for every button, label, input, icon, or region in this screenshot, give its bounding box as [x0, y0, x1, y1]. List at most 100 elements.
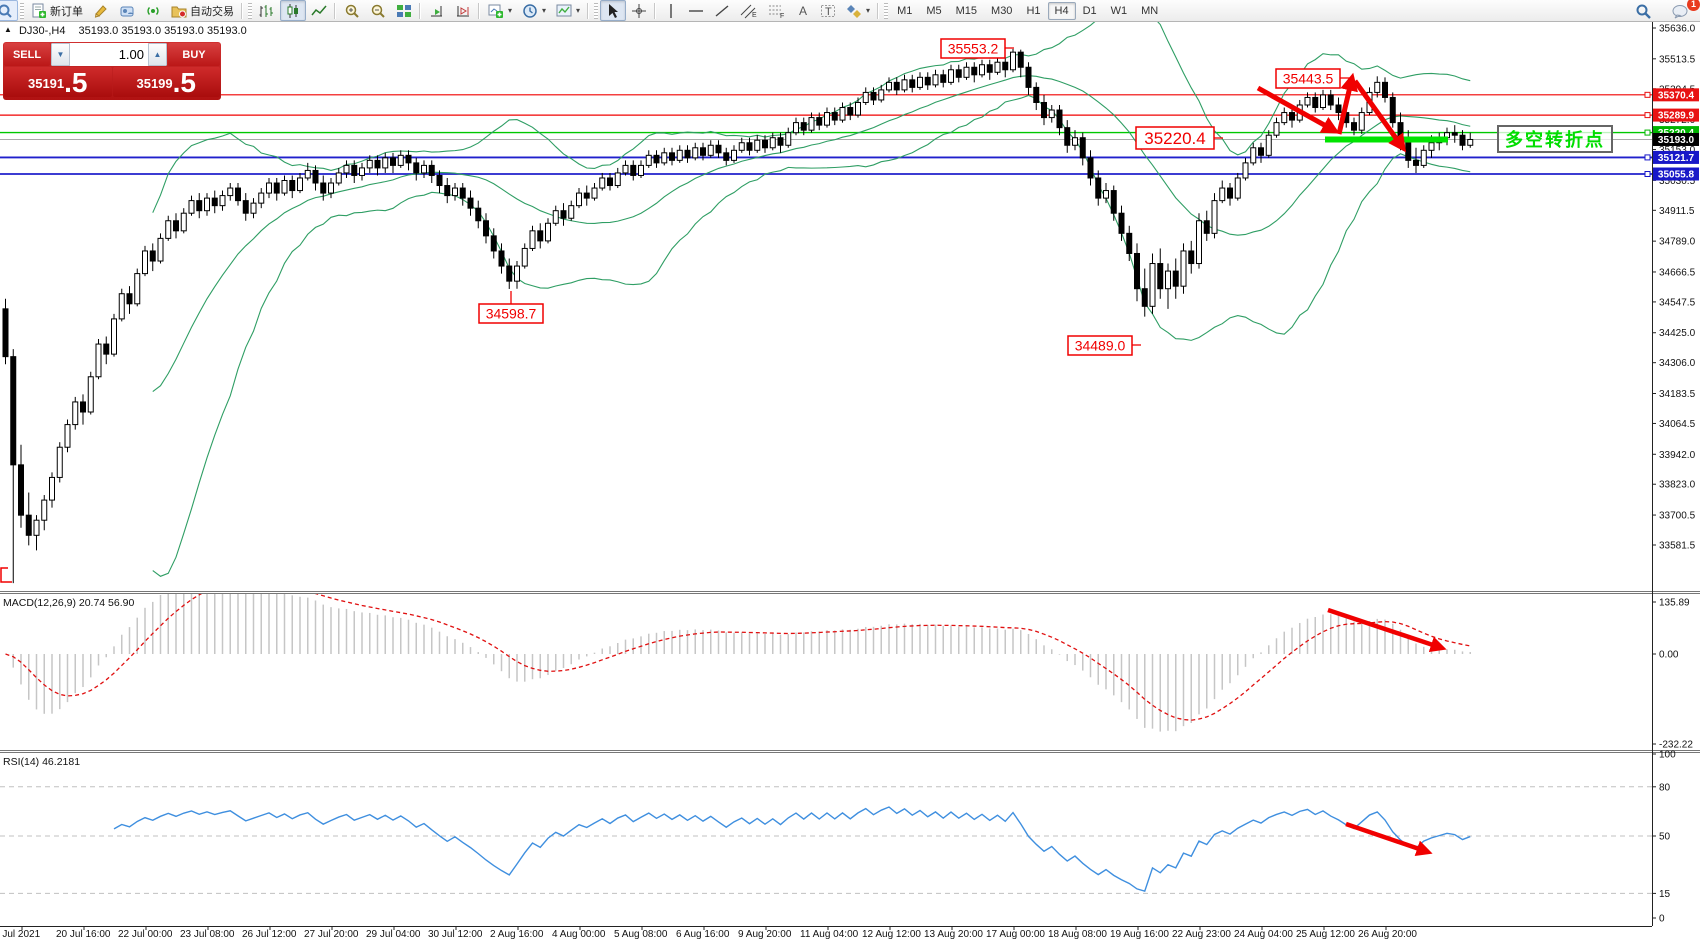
- text-icon[interactable]: A: [791, 0, 815, 21]
- candle: [1056, 109, 1063, 129]
- new-order-button[interactable]: 新订单: [26, 0, 88, 21]
- trend-arrow-1[interactable]: [1256, 85, 1340, 134]
- rsi-pane[interactable]: [0, 786, 1652, 894]
- candle: [638, 164, 644, 176]
- timeframe-MN[interactable]: MN: [1141, 4, 1159, 17]
- chart-shift-icon[interactable]: [450, 0, 476, 21]
- rsi-scale-label: 15: [1659, 889, 1671, 900]
- price-badge: [1653, 150, 1699, 164]
- buy-price[interactable]: 35199 .5: [112, 67, 220, 97]
- candle: [1234, 177, 1241, 199]
- volume-decrease-button[interactable]: ▼: [51, 43, 70, 66]
- timeframes-group: M1 M5 M15 M30 H1 H4 D1 W1 MN: [890, 0, 1165, 21]
- candle: [1157, 263, 1164, 290]
- market-watch-icon[interactable]: [0, 0, 18, 21]
- candle: [258, 192, 265, 204]
- candle: [126, 293, 133, 305]
- auto-scroll-icon[interactable]: [424, 0, 450, 21]
- notifications-icon[interactable]: 1: [1667, 0, 1700, 22]
- line-anchor-square: [1644, 91, 1651, 98]
- price-label-box[interactable]: [478, 303, 544, 324]
- rsi-trend-arrow[interactable]: [1345, 821, 1433, 857]
- trend-arrow-2[interactable]: [1336, 72, 1358, 135]
- volume-increase-button[interactable]: ▲: [148, 43, 167, 66]
- chart-ohlc-values: 35193.0 35193.0 35193.0 35193.0: [78, 25, 247, 37]
- new-chart-dropdown[interactable]: ▾: [483, 0, 517, 21]
- tile-windows-icon[interactable]: [391, 0, 417, 21]
- zoom-in-icon[interactable]: [339, 0, 365, 21]
- candle: [196, 200, 203, 212]
- templates-dropdown[interactable]: ▾: [551, 0, 585, 21]
- candle: [1141, 288, 1148, 307]
- candle: [622, 164, 629, 174]
- candle: [374, 159, 381, 169]
- crosshair-icon[interactable]: [626, 0, 652, 21]
- timeframe-M30[interactable]: M30: [991, 4, 1013, 17]
- volume-value[interactable]: 1.00: [118, 47, 144, 62]
- time-tick-label: 12 Aug 12:00: [862, 929, 921, 940]
- candle: [1064, 127, 1071, 146]
- fibonacci-icon[interactable]: F: [763, 0, 791, 21]
- bar-chart-icon[interactable]: [254, 0, 280, 21]
- turning-point-text-label[interactable]: 多空转折点: [1497, 125, 1613, 153]
- timeframe-M1[interactable]: M1: [897, 4, 913, 17]
- sell-button[interactable]: SELL: [4, 43, 50, 66]
- timeframe-M5[interactable]: M5: [926, 4, 942, 17]
- candle: [692, 147, 699, 159]
- macd-pane[interactable]: [5, 574, 1471, 732]
- text-label-icon[interactable]: T: [815, 0, 841, 21]
- candle: [1312, 96, 1319, 109]
- candle: [715, 144, 722, 154]
- support-zone-bar[interactable]: [1325, 136, 1448, 143]
- equidistant-channel-icon[interactable]: E: [735, 0, 763, 21]
- candle: [1149, 263, 1156, 307]
- timeframe-M15[interactable]: M15: [955, 4, 978, 17]
- candle: [645, 154, 652, 166]
- horizontal-line-icon[interactable]: [683, 0, 709, 21]
- auto-trading-button[interactable]: 自动交易: [166, 0, 239, 21]
- buy-button[interactable]: BUY: [168, 43, 220, 66]
- price-label-box[interactable]: [1135, 126, 1215, 150]
- vertical-line-icon[interactable]: [659, 0, 683, 21]
- candle: [320, 182, 327, 194]
- candle: [537, 230, 544, 242]
- candlestick-chart-icon[interactable]: [280, 0, 306, 21]
- price-label-box[interactable]: [1067, 335, 1133, 356]
- macd-label: MACD(12,26,9) 20.74 56.90: [3, 597, 134, 609]
- periods-dropdown[interactable]: ▾: [517, 0, 551, 21]
- timeframe-H1[interactable]: H1: [1026, 4, 1041, 17]
- window-collapse-icon[interactable]: ▲: [4, 25, 12, 34]
- candle: [281, 179, 288, 194]
- timeframe-D1[interactable]: D1: [1082, 4, 1097, 17]
- macd-trend-arrow[interactable]: [1327, 607, 1447, 653]
- candle: [1219, 187, 1226, 202]
- candle: [304, 169, 311, 179]
- candle: [940, 74, 947, 83]
- candle: [1211, 200, 1218, 234]
- candle: [351, 164, 358, 176]
- candle: [1165, 270, 1171, 290]
- sell-price[interactable]: 35191 .5: [4, 67, 112, 97]
- signal-icon[interactable]: [140, 0, 166, 21]
- price-pane[interactable]: 35553.2 35443.5 35220.4 34598.7 34489.0: [0, 7, 1652, 584]
- price-tick-label: 34547.5: [1659, 297, 1696, 308]
- highlighter-icon[interactable]: [88, 0, 114, 21]
- timeframe-H4[interactable]: H4: [1047, 1, 1076, 20]
- candle: [335, 172, 342, 184]
- trendline-icon[interactable]: [709, 0, 735, 21]
- candle: [204, 197, 210, 212]
- profile-icon[interactable]: [114, 0, 140, 21]
- cursor-icon[interactable]: [600, 0, 627, 21]
- line-chart-icon[interactable]: [306, 0, 332, 21]
- trend-arrow-3[interactable]: [1352, 79, 1407, 153]
- price-label-box[interactable]: [1275, 68, 1341, 89]
- timeframe-W1[interactable]: W1: [1110, 4, 1128, 17]
- candle: [312, 169, 319, 184]
- shapes-dropdown[interactable]: ▾: [841, 0, 875, 21]
- search-icon[interactable]: [1630, 1, 1657, 22]
- zoom-out-icon[interactable]: [365, 0, 391, 21]
- candle: [1428, 142, 1435, 151]
- price-label-box[interactable]: [940, 38, 1006, 59]
- candle: [33, 519, 40, 536]
